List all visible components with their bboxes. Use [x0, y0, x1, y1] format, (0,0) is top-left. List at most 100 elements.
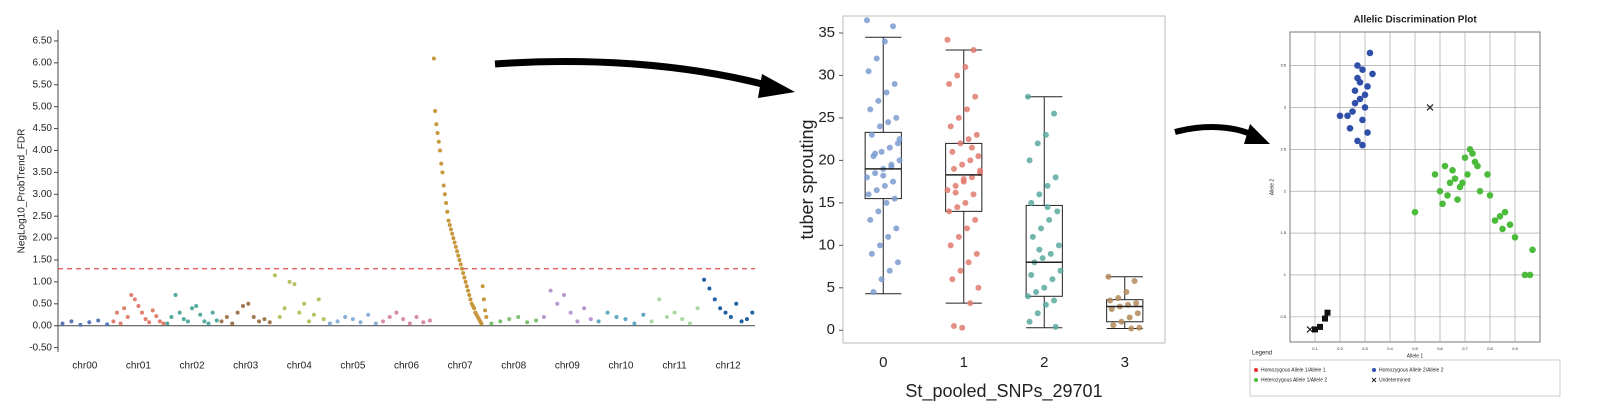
snp-point — [118, 321, 123, 326]
data-point — [1042, 301, 1049, 308]
genotype-point — [1344, 112, 1351, 120]
snp-point — [198, 312, 203, 317]
data-point — [1026, 157, 1033, 164]
data-point — [865, 191, 872, 198]
y-tick-label: 4.50 — [33, 123, 53, 134]
x-tick-label: 0 — [879, 354, 887, 371]
snp-point — [453, 244, 458, 249]
snp-point — [277, 314, 282, 319]
data-point — [954, 72, 961, 79]
snp-point — [455, 249, 460, 254]
legend-label: Homozygous Allele 2/Allele 2 — [1379, 367, 1444, 373]
snp-point — [479, 321, 484, 326]
snp-point — [169, 314, 174, 319]
snp-point — [297, 310, 302, 315]
y-tick-label: 1.50 — [33, 255, 53, 266]
snp-point — [272, 273, 277, 278]
data-point — [1108, 306, 1115, 313]
box — [1025, 204, 1063, 297]
box — [945, 142, 983, 212]
y-tick-label: 5 — [827, 279, 835, 296]
data-point — [1123, 289, 1130, 296]
data-point — [1034, 140, 1041, 147]
data-point — [944, 187, 951, 194]
snp-point — [582, 306, 587, 311]
snp-point — [445, 209, 450, 214]
x-tick-label: 0.9 — [1512, 346, 1518, 351]
data-point — [890, 178, 897, 185]
snp-point — [484, 314, 489, 319]
snp-point — [507, 317, 512, 322]
data-point — [1041, 284, 1048, 291]
legend-swatch — [1254, 368, 1258, 372]
data-point — [876, 123, 883, 130]
snp-point — [224, 314, 229, 319]
x-tick-label: chr09 — [555, 361, 580, 372]
snp-point — [480, 284, 485, 289]
snp-point — [60, 321, 65, 326]
data-point — [1052, 174, 1059, 181]
data-point — [947, 123, 954, 130]
snp-point — [434, 122, 439, 127]
snp-point — [702, 277, 707, 282]
y-tick-label: 0.50 — [33, 298, 53, 309]
y-tick-label: 1.5 — [1280, 230, 1286, 235]
genotype-point — [1354, 62, 1361, 69]
y-tick-label: -0.50 — [29, 342, 52, 353]
snp-point — [568, 310, 573, 315]
data-point — [959, 324, 966, 331]
snp-point — [435, 130, 440, 135]
snp-point — [194, 304, 199, 308]
x-tick-label: chr08 — [501, 361, 526, 372]
snp-point — [96, 318, 101, 323]
snp-point — [230, 321, 235, 326]
snp-point — [394, 310, 399, 315]
y-tick-label: 2.5 — [1280, 146, 1286, 151]
data-point — [970, 191, 977, 198]
snp-point — [456, 253, 461, 258]
data-point — [962, 63, 969, 70]
genotype-point — [1506, 221, 1514, 229]
data-point — [964, 106, 971, 113]
y-tick-label: 3.00 — [33, 189, 53, 200]
snp-point — [463, 279, 468, 284]
snp-point — [257, 319, 262, 324]
snp-point — [292, 282, 297, 287]
snp-point — [235, 310, 240, 315]
snp-point — [672, 310, 677, 315]
snp-point — [498, 319, 503, 324]
y-tick-label: 2.00 — [33, 233, 53, 244]
data-point — [868, 250, 875, 257]
snp-point — [442, 192, 447, 197]
genotype-point — [1459, 179, 1466, 187]
y-tick-label: 0.00 — [33, 320, 53, 331]
snp-point — [111, 319, 116, 324]
genotype-point — [1444, 192, 1451, 199]
y-tick-label: 35 — [818, 24, 835, 41]
data-point — [1107, 297, 1114, 304]
snp-point — [457, 258, 462, 262]
x-tick-label: 0.1 — [1312, 346, 1318, 351]
x-axis-title: St_pooled_SNPs_29701 — [905, 381, 1102, 402]
snp-point — [114, 310, 119, 315]
snp-point — [129, 293, 134, 298]
data-point — [1126, 314, 1133, 321]
genotype-point — [1439, 200, 1446, 208]
legend-swatch — [1371, 377, 1377, 383]
snp-point — [262, 317, 267, 322]
snp-point — [461, 271, 466, 276]
data-point — [1044, 204, 1051, 211]
x-tick-label: 0.8 — [1487, 346, 1493, 351]
data-point — [952, 189, 959, 196]
data-point — [867, 216, 874, 223]
genotype-point — [1461, 154, 1469, 161]
x-tick-label: chr10 — [608, 361, 633, 372]
snp-point — [687, 321, 692, 326]
snp-point — [190, 306, 195, 311]
data-point — [873, 187, 880, 194]
snp-point — [240, 304, 245, 308]
data-point — [863, 174, 870, 181]
snp-point — [132, 297, 137, 302]
genotype-point — [1499, 225, 1506, 233]
data-point — [1131, 277, 1138, 284]
